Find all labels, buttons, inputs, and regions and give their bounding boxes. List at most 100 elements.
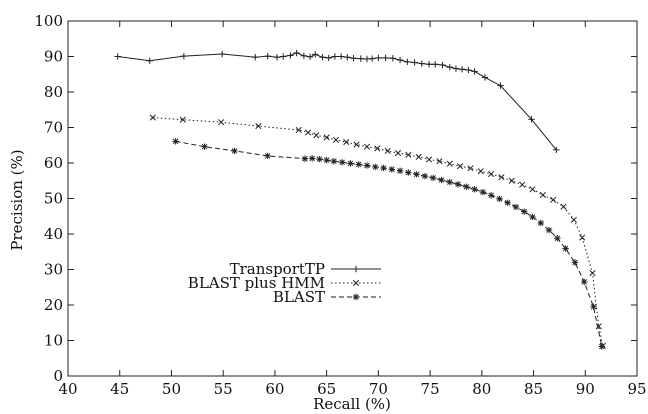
data-point xyxy=(477,168,484,175)
data-point xyxy=(337,53,345,60)
y-tick-label: 40 xyxy=(44,225,63,243)
data-point xyxy=(380,164,387,172)
data-point xyxy=(319,54,326,61)
data-point xyxy=(471,186,478,193)
legend-label: TransportTP xyxy=(230,260,325,278)
series-transporttp xyxy=(114,49,560,154)
data-point xyxy=(521,208,528,215)
series-line xyxy=(117,52,557,151)
data-point xyxy=(487,192,495,199)
data-point xyxy=(355,161,362,168)
x-tick-label: 40 xyxy=(58,380,77,398)
y-tick-label: 50 xyxy=(44,190,63,208)
data-point xyxy=(529,186,536,193)
x-tick-label: 50 xyxy=(162,380,181,398)
x-tick-label: 85 xyxy=(524,380,543,398)
data-point xyxy=(529,213,536,221)
data-point xyxy=(264,152,271,160)
data-point xyxy=(452,65,460,72)
data-point xyxy=(308,155,316,162)
data-point xyxy=(368,55,376,62)
legend-label: BLAST xyxy=(273,288,325,306)
data-point xyxy=(418,60,426,67)
data-point xyxy=(519,181,526,188)
y-tick-label: 30 xyxy=(44,261,63,279)
y-tick-label: 70 xyxy=(44,119,63,137)
data-point xyxy=(528,116,535,123)
data-point xyxy=(432,61,439,68)
data-point xyxy=(396,167,404,175)
data-point xyxy=(323,134,330,141)
x-tick-label: 60 xyxy=(265,380,284,398)
data-point xyxy=(497,82,504,89)
data-point xyxy=(539,191,546,199)
x-tick-label: 55 xyxy=(214,380,233,398)
data-point xyxy=(481,74,489,81)
legend-marker xyxy=(352,265,360,273)
data-point xyxy=(598,343,606,350)
data-point xyxy=(146,57,153,64)
data-point xyxy=(508,177,515,184)
data-point xyxy=(550,196,557,203)
data-point xyxy=(293,49,300,57)
data-point xyxy=(446,178,453,186)
data-point xyxy=(312,51,319,58)
data-point xyxy=(331,53,339,60)
data-point xyxy=(316,155,323,163)
x-tick-label: 45 xyxy=(110,380,129,398)
data-point xyxy=(325,54,332,62)
data-point xyxy=(218,119,225,126)
data-point xyxy=(411,59,418,66)
data-point xyxy=(389,55,397,62)
y-tick-label: 100 xyxy=(34,12,63,30)
data-point xyxy=(571,259,579,266)
data-point xyxy=(581,278,588,286)
data-point xyxy=(405,151,412,158)
data-point xyxy=(179,116,186,123)
data-point xyxy=(374,145,381,152)
data-point xyxy=(458,66,466,73)
data-point xyxy=(562,245,569,252)
x-tick-label: 70 xyxy=(369,380,388,398)
x-tick-label: 75 xyxy=(421,380,440,398)
data-point xyxy=(429,174,437,182)
data-point xyxy=(463,183,470,190)
data-point xyxy=(446,160,453,167)
data-point xyxy=(372,163,379,171)
data-point xyxy=(396,56,404,64)
y-tick-label: 0 xyxy=(53,367,63,385)
data-point xyxy=(545,226,553,234)
data-point xyxy=(273,54,281,61)
data-point xyxy=(218,50,226,58)
data-point xyxy=(231,147,238,155)
data-point xyxy=(457,163,464,170)
data-point xyxy=(375,54,382,62)
data-point xyxy=(382,54,389,62)
data-point xyxy=(343,138,350,146)
data-series xyxy=(114,49,606,350)
x-tick-label: 95 xyxy=(627,380,646,398)
axis-ticks: 40 45 50 55 60 65 70 75 80 85 90 95 0 10 20 30 40 50 60 70 8… xyxy=(34,12,646,398)
data-point xyxy=(252,54,259,61)
data-point xyxy=(304,129,312,136)
data-point xyxy=(553,146,560,154)
y-tick-label: 10 xyxy=(44,332,63,350)
y-axis-label: Precision (%) xyxy=(8,149,26,250)
y-tick-label: 90 xyxy=(44,48,63,66)
data-point xyxy=(471,68,478,75)
x-axis-label: Recall (%) xyxy=(313,395,391,413)
data-point xyxy=(201,143,208,150)
data-point xyxy=(425,61,433,68)
series-blast-plus-hmm xyxy=(149,114,606,349)
y-tick-label: 20 xyxy=(44,296,63,314)
data-point xyxy=(425,156,433,163)
data-point xyxy=(384,147,391,155)
x-tick-label: 90 xyxy=(576,380,595,398)
data-point xyxy=(570,216,577,223)
data-point xyxy=(306,53,314,61)
data-point xyxy=(301,155,309,162)
data-point xyxy=(436,158,443,165)
data-point xyxy=(114,53,121,60)
